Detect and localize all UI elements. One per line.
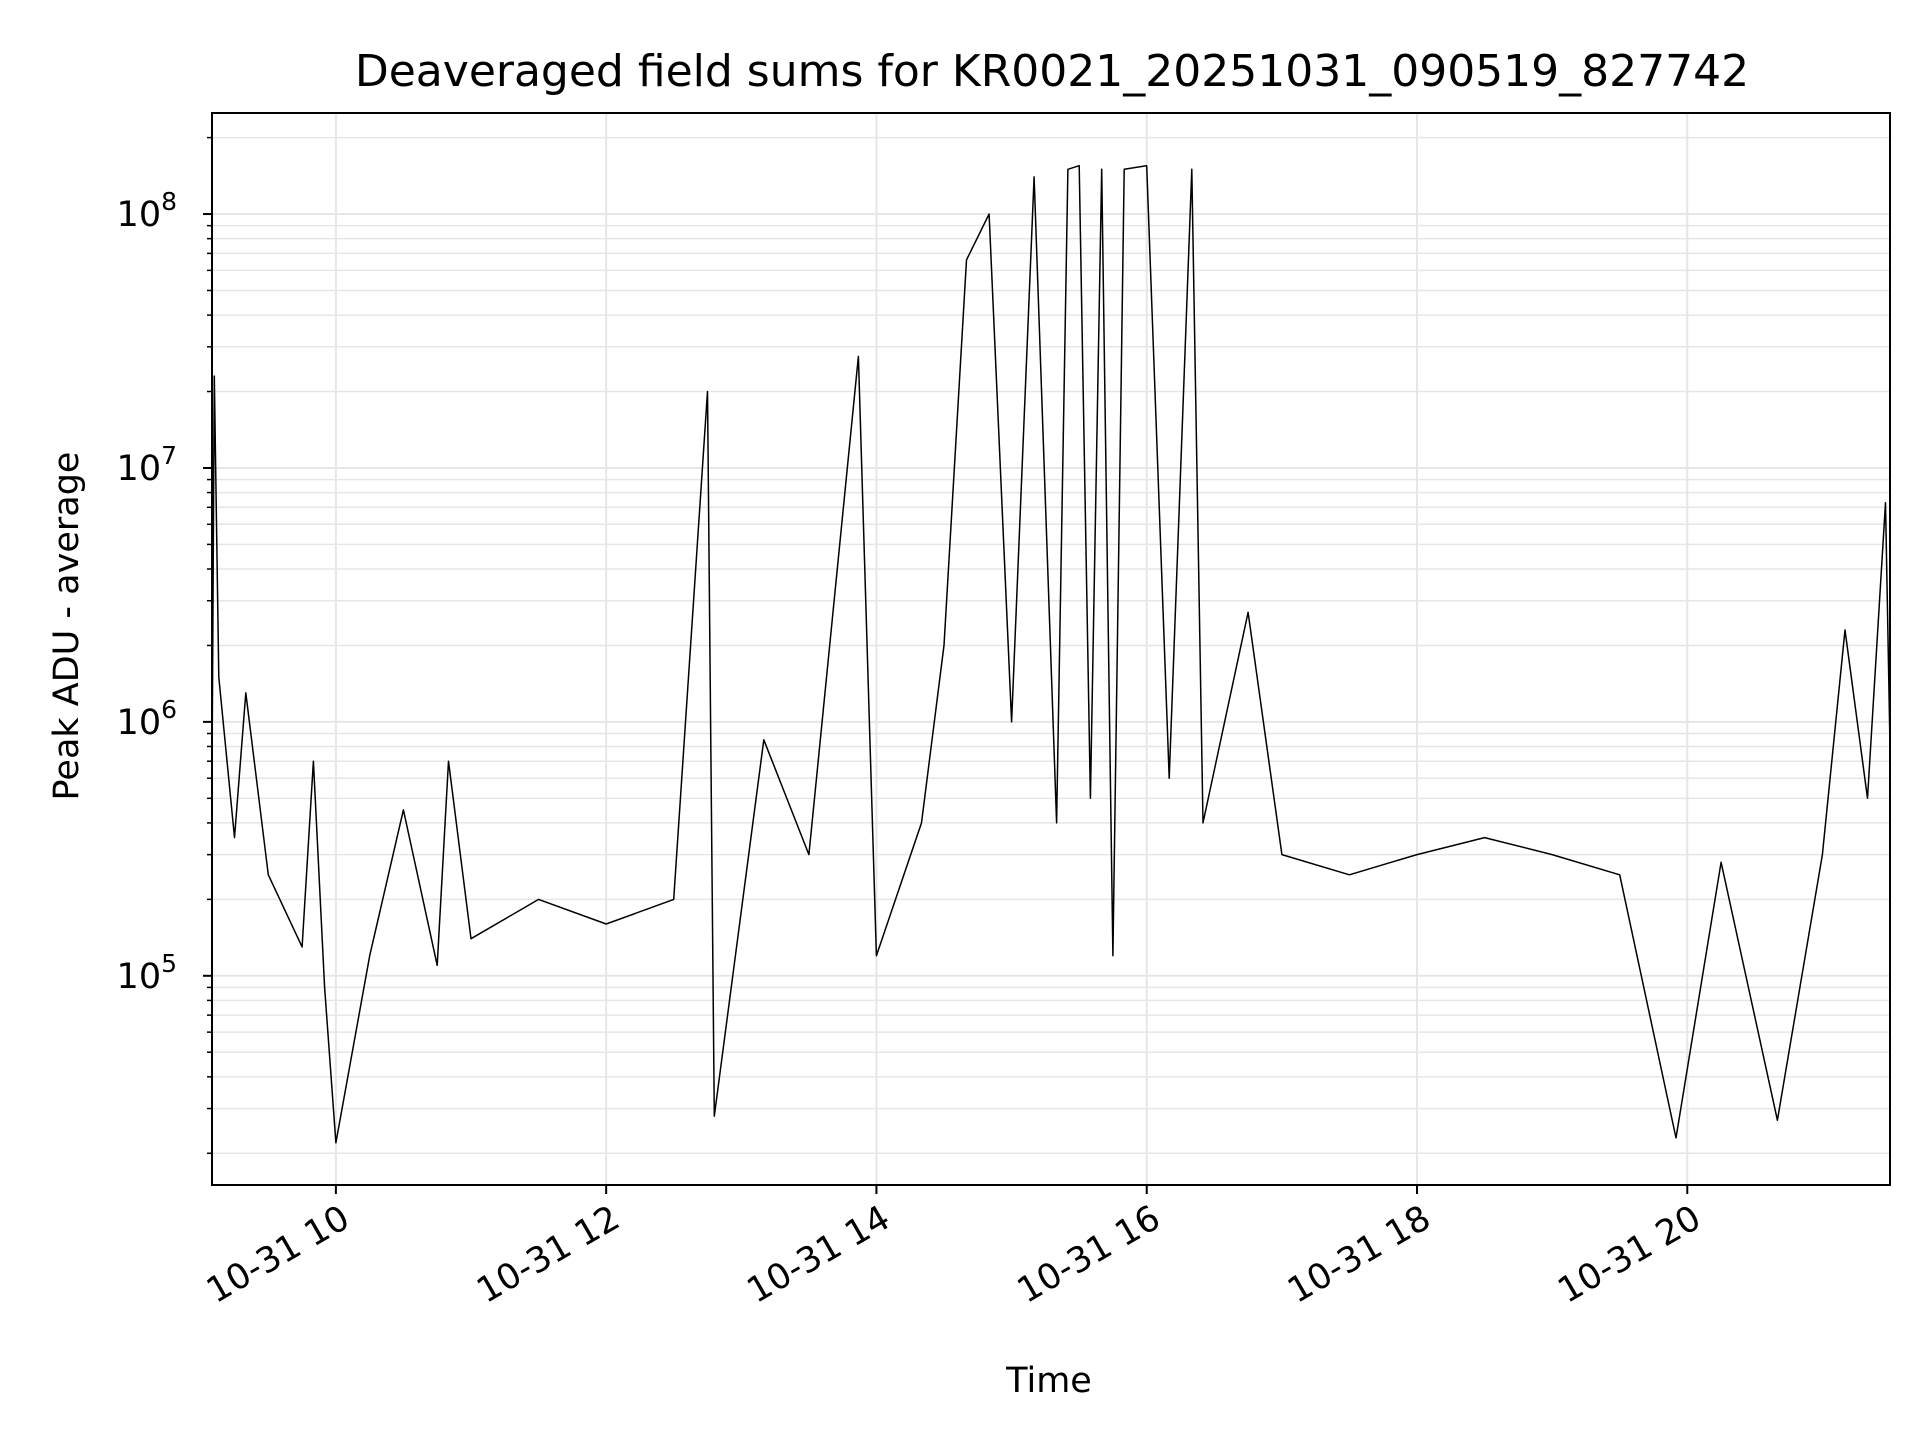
grid <box>212 113 1890 1185</box>
y-axis: 105 106 107 108 <box>117 136 212 1155</box>
x-axis: 10-31 10 10-31 12 10-31 14 10-31 16 10-31 18… <box>200 1185 1708 1311</box>
y-tick-label: 105 <box>117 949 177 997</box>
x-axis-label: Time <box>1005 1361 1092 1401</box>
x-tick-label: 10-31 18 <box>1281 1198 1437 1311</box>
x-tick-label: 10-31 14 <box>741 1198 897 1311</box>
y-tick-label: 108 <box>117 187 177 235</box>
plot-frame <box>211 112 1891 1186</box>
series-line-group <box>211 164 1891 1144</box>
y-tick-label: 107 <box>117 441 177 489</box>
x-tick-label: 10-31 16 <box>1011 1198 1167 1311</box>
y-tick-label: 106 <box>117 695 177 743</box>
x-tick-label: 10-31 12 <box>470 1198 626 1311</box>
x-tick-label: 10-31 20 <box>1551 1198 1707 1311</box>
chart-title: Deaveraged field sums for KR0021_2025103… <box>355 46 1749 97</box>
x-tick-label: 10-31 10 <box>200 1198 356 1311</box>
series-line <box>211 164 1891 1144</box>
y-axis-label: Peak ADU - average <box>47 452 87 801</box>
